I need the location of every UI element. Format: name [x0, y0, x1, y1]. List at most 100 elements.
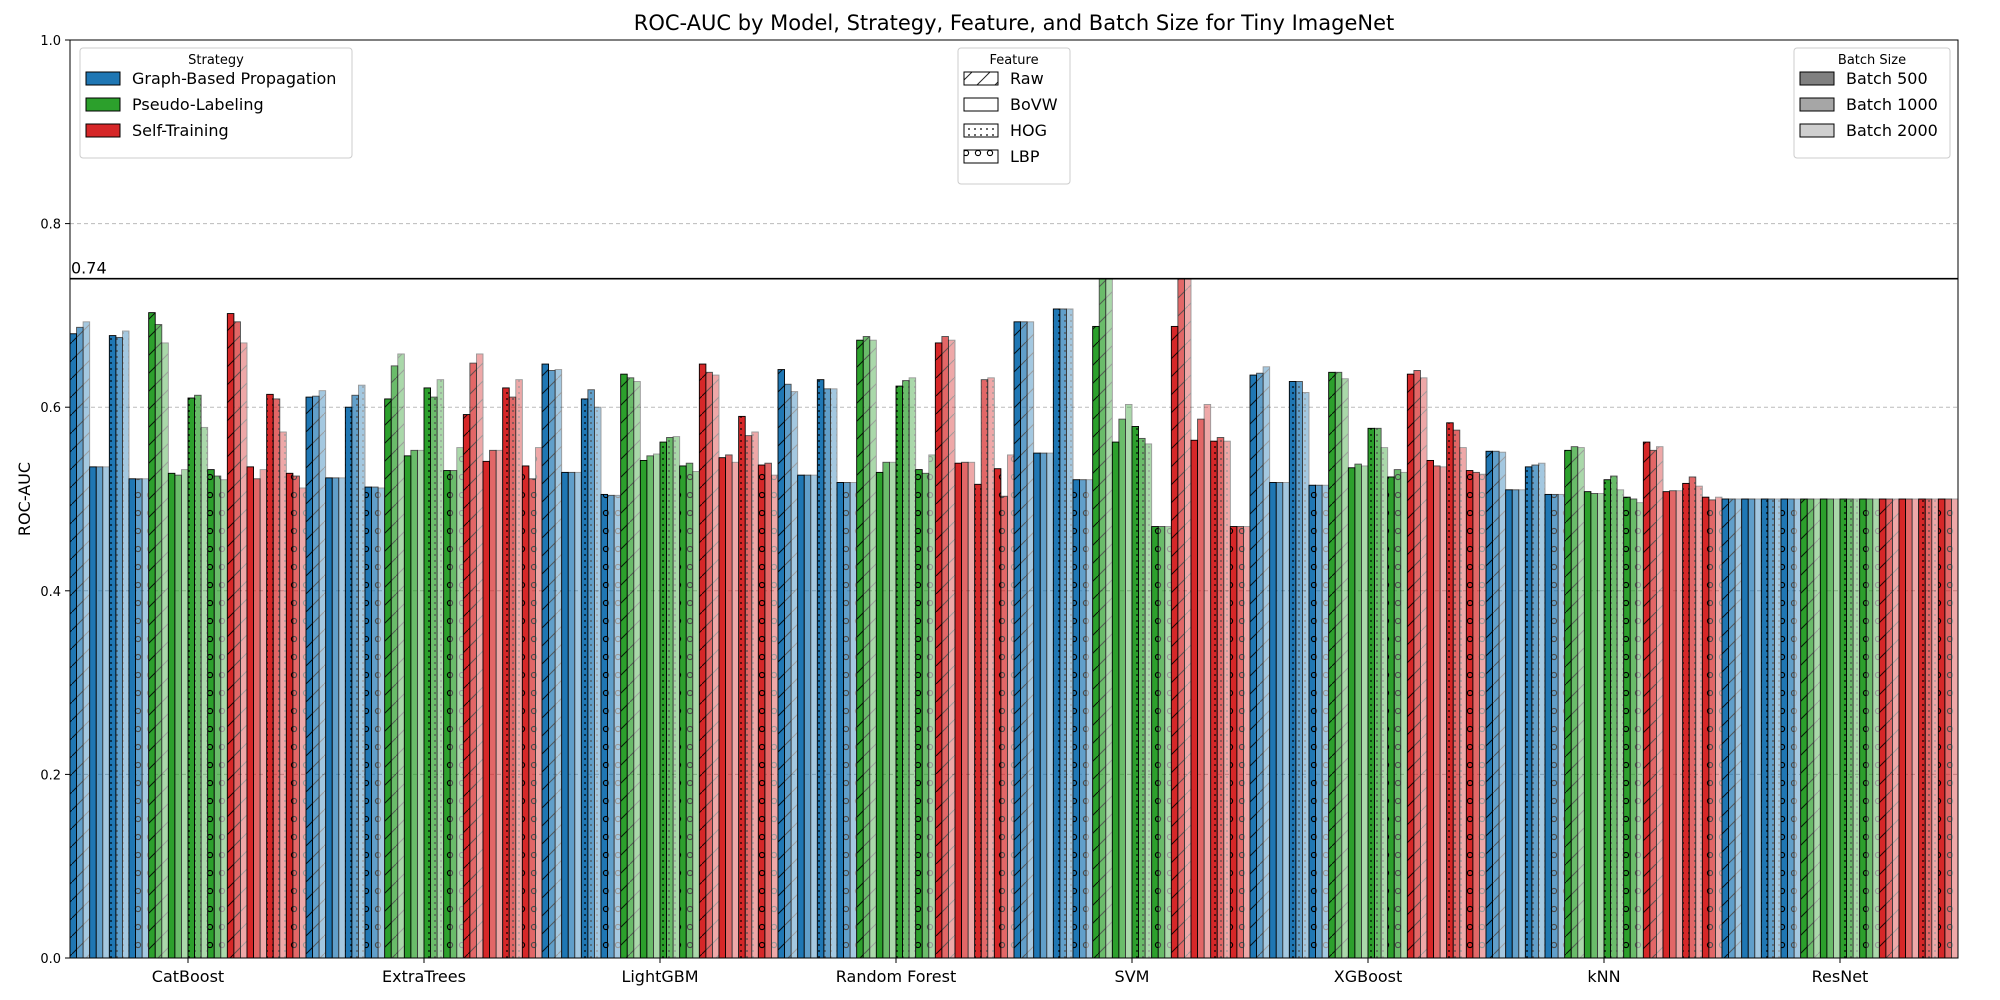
bar-hatch [1250, 375, 1257, 958]
bar [1911, 498, 1920, 958]
bar-hatch [614, 495, 621, 958]
bar [1813, 498, 1821, 958]
bar [331, 477, 340, 958]
bar [770, 474, 779, 958]
bar-hatch [397, 353, 405, 958]
bar [1059, 308, 1067, 958]
bar-outline [882, 461, 890, 958]
bar-outline [331, 477, 340, 958]
bar-hatch [758, 465, 765, 958]
bar [580, 398, 589, 958]
bar-hatch [1105, 278, 1113, 958]
bar [1865, 498, 1874, 958]
bar-outline [174, 474, 182, 958]
bar-hatch [1702, 497, 1709, 958]
bar-hatch [1138, 438, 1146, 958]
bar [377, 487, 386, 958]
bar [593, 406, 602, 958]
bar [738, 415, 746, 958]
bar-fill [653, 454, 660, 958]
bar [1249, 374, 1258, 958]
bar-outline [410, 449, 418, 958]
bar-outline [1197, 418, 1205, 958]
x-axis: CatBoost ExtraTrees LightGBM Random Forest S… [152, 958, 1869, 986]
bar-fill [1125, 404, 1132, 958]
bar-hatch [142, 478, 149, 958]
bar-hatch [1053, 308, 1060, 958]
bar-fill [1590, 493, 1598, 958]
bar [567, 471, 576, 958]
bar [95, 466, 104, 958]
bar-hatch [607, 495, 615, 958]
bar [200, 426, 209, 958]
bar [947, 339, 956, 958]
bar [521, 465, 530, 958]
bar-hatch [1853, 499, 1860, 958]
bar-hatch [70, 333, 77, 958]
bar [685, 462, 694, 958]
bar [187, 397, 196, 958]
bar-fill [417, 450, 424, 958]
bar-hatch [509, 397, 516, 958]
legend-label: Raw [1010, 69, 1044, 88]
bar [1079, 479, 1087, 958]
bar [82, 321, 91, 958]
bar-hatch [745, 435, 752, 958]
bar-hatch [587, 389, 595, 958]
bar-fill [1269, 482, 1277, 958]
bar [1518, 489, 1526, 958]
bar [1301, 392, 1310, 958]
y-tick-label: 0.2 [40, 768, 61, 783]
bar-hatch [1486, 451, 1493, 958]
bar [1288, 381, 1297, 958]
bar-outline [1039, 452, 1048, 958]
bar [528, 478, 536, 958]
bar [1321, 484, 1330, 958]
bar [633, 381, 641, 958]
bar-hatch [1689, 476, 1696, 958]
bar [253, 478, 261, 958]
bar [862, 336, 871, 958]
bar-hatch [1184, 278, 1191, 958]
bar [790, 391, 799, 958]
bar [1636, 502, 1644, 958]
bar [666, 437, 674, 958]
bar [607, 494, 615, 958]
bar [1262, 366, 1271, 958]
bar [1275, 482, 1284, 958]
bar-fill [1361, 465, 1368, 958]
bar-fill [1512, 489, 1519, 958]
bar [1118, 418, 1126, 958]
legend-label: Self-Training [132, 121, 229, 140]
bar [1131, 426, 1140, 958]
bar [226, 313, 235, 958]
bar [1557, 493, 1566, 958]
bar [561, 471, 569, 958]
bar [1452, 429, 1461, 958]
bar-outline [1354, 463, 1362, 958]
bar-outline [1570, 446, 1579, 958]
bar [89, 466, 97, 958]
x-tick-label: ResNet [1812, 967, 1869, 986]
bar-hatch [1479, 474, 1486, 958]
bar [1170, 325, 1179, 958]
bar-hatch [994, 468, 1001, 958]
bar [148, 312, 156, 958]
bar-hatch [1781, 499, 1788, 958]
bar [1708, 499, 1716, 958]
bar-hatch [830, 388, 837, 958]
bar [711, 374, 720, 958]
bar [246, 466, 255, 958]
bar [161, 342, 169, 958]
bar [869, 339, 877, 958]
bar-hatch [1944, 499, 1952, 958]
bar-fill [338, 477, 346, 958]
bar [76, 326, 84, 958]
bar-hatch [365, 487, 372, 958]
bar-hatch [214, 476, 221, 958]
bar [220, 479, 228, 958]
bar-fill [646, 455, 654, 958]
bar [1459, 447, 1467, 958]
bar [1472, 471, 1480, 958]
bar-fill [1912, 499, 1919, 958]
